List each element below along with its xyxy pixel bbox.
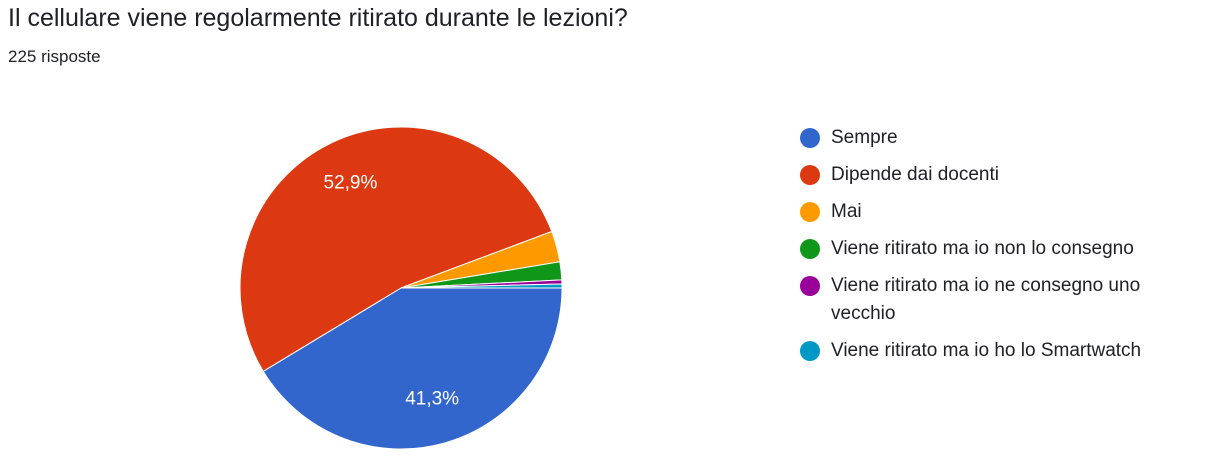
legend-item: Sempre: [800, 124, 1190, 152]
legend-swatch: [800, 276, 820, 296]
pie-slice: [400, 283, 563, 289]
chart-subtitle: 225 risposte: [8, 47, 101, 66]
legend-swatch: [800, 128, 820, 148]
legend-label: Dipende dai docenti: [831, 164, 999, 185]
legend-swatch: [800, 202, 820, 222]
legend-item: Mai: [800, 198, 1190, 226]
pie-chart: 41,3% 52,9%: [239, 126, 563, 450]
legend-label: Sempre: [831, 127, 898, 148]
legend-label: Viene ritirato ma io ne consegno uno vec…: [831, 275, 1141, 324]
slice-label: 52,9%: [324, 173, 378, 194]
slice-label: 41,3%: [405, 389, 459, 410]
legend-item: Viene ritirato ma io non lo consegno: [800, 235, 1190, 263]
legend-swatch: [800, 239, 820, 259]
legend-label: Viene ritirato ma io non lo consegno: [831, 238, 1134, 259]
legend-item: Viene ritirato ma io ho lo Smartwatch: [800, 337, 1190, 365]
legend: Sempre Dipende dai docenti Mai Viene ritira…: [800, 124, 1190, 374]
chart-title: Il cellulare viene regolarmente ritirato…: [8, 4, 628, 32]
legend-label: Viene ritirato ma io ho lo Smartwatch: [831, 340, 1142, 361]
legend-swatch: [800, 341, 820, 361]
legend-label: Mai: [831, 201, 862, 222]
pie-slice: [262, 287, 563, 450]
legend-item: Dipende dai docenti: [800, 161, 1190, 189]
legend-swatch: [800, 165, 820, 185]
pie-slice: [239, 126, 553, 373]
legend-item: Viene ritirato ma io ne consegno uno vec…: [800, 272, 1190, 328]
